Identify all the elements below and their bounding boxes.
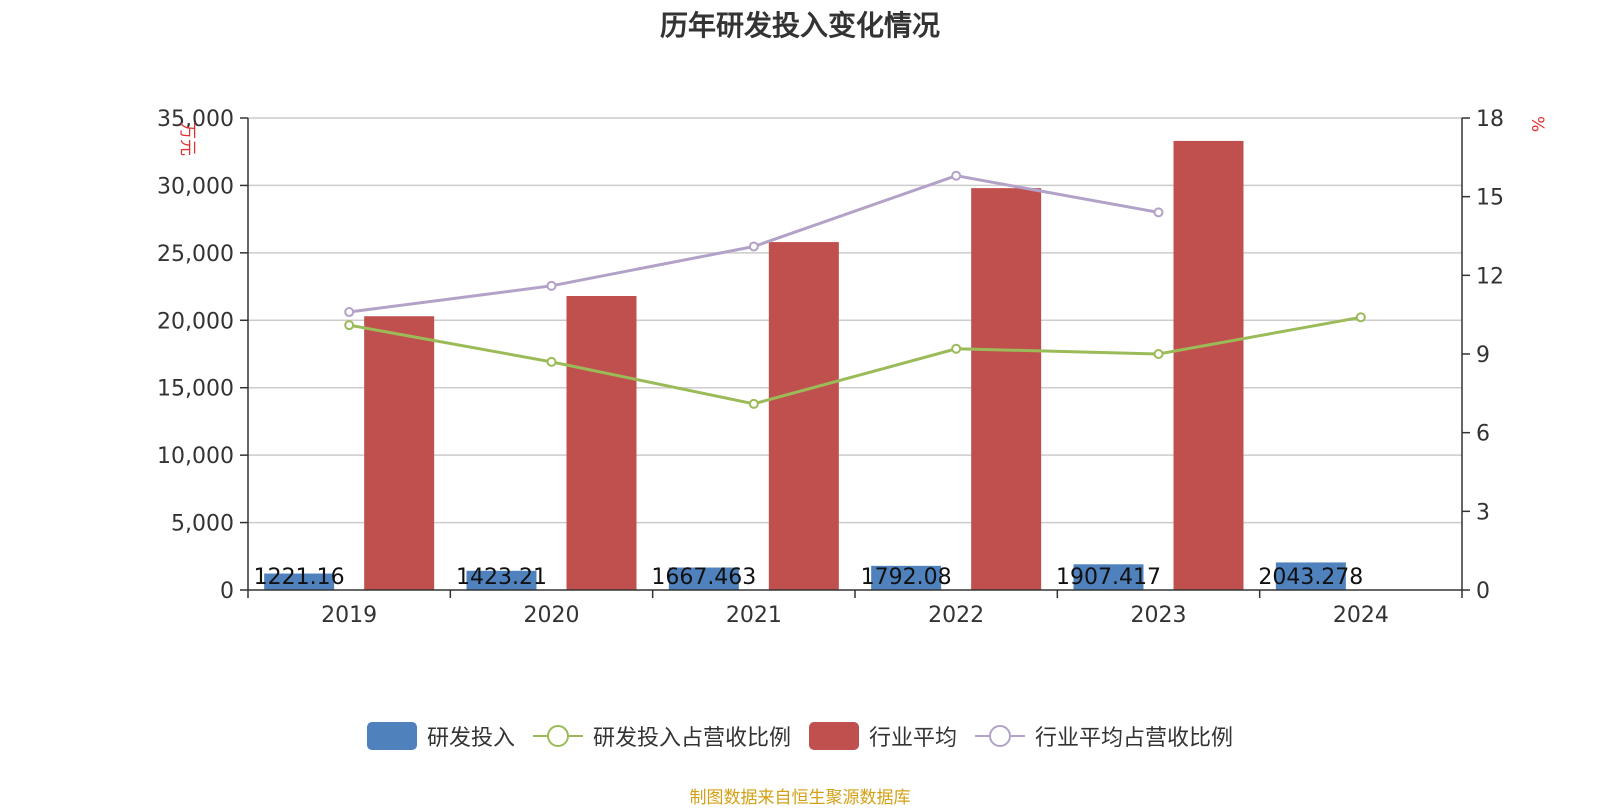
line-point: [1153, 207, 1164, 218]
bar-rd: [466, 570, 537, 590]
y-right-tick-label: 12: [1476, 264, 1504, 289]
bar-rd: [668, 567, 739, 590]
line-point: [344, 320, 355, 331]
line-point: [344, 307, 355, 318]
legend-item[interactable]: 研发投入占营收比例: [532, 720, 791, 752]
line-point: [748, 241, 759, 252]
bar-data-label: 1667.463: [651, 565, 756, 590]
y-left-tick-label: 25,000: [157, 242, 234, 267]
bar-rd: [1073, 564, 1144, 590]
y-left-tick-label: 20,000: [157, 309, 234, 334]
bars: [264, 140, 1346, 590]
bar-data-label: 1221.16: [254, 565, 345, 590]
y-right-tick-label: 18: [1476, 107, 1504, 132]
x-tick-label: 2021: [726, 603, 782, 628]
bar-industry: [971, 188, 1042, 590]
legend-label: 行业平均: [869, 726, 958, 751]
bar-industry: [1173, 140, 1244, 590]
bar-data-label: 1907.417: [1056, 565, 1161, 590]
x-tick-label: 2024: [1333, 603, 1389, 628]
data-labels: 1221.16 1423.21 1667.463 1792.08 1907.417 204…: [254, 565, 1364, 590]
legend-label: 行业平均占营收比例: [1035, 726, 1234, 751]
x-tick-label: 2020: [524, 603, 580, 628]
y-left-tick-label: 5,000: [171, 512, 234, 537]
line-point: [1153, 349, 1164, 359]
y-right-axis-label: %: [1527, 116, 1547, 132]
line-point: [546, 356, 557, 367]
legend-swatch: [532, 725, 583, 747]
chart-title: 历年研发投入变化情况: [659, 9, 940, 42]
y-left-axis-label: 万元: [177, 122, 197, 156]
line-point: [951, 170, 962, 181]
y-left-tick-label: 10,000: [157, 444, 234, 469]
bar-rd: [1275, 562, 1346, 590]
bar-industry: [768, 242, 839, 590]
y-left-tick-label: 30,000: [157, 174, 234, 199]
source-note: 制图数据来自恒生聚源数据库: [689, 788, 911, 808]
line-point: [951, 343, 962, 354]
legend-swatch: [809, 722, 859, 750]
y-left-tick-label: 35,000: [157, 107, 234, 132]
bar-rd: [871, 565, 942, 590]
x-tick-label: 2019: [321, 603, 377, 628]
legend-item[interactable]: 研发投入: [366, 720, 515, 752]
y-left-tick-label: 0: [220, 579, 234, 604]
line-point: [546, 280, 557, 291]
bar-data-label: 2043.278: [1258, 565, 1363, 590]
y-right-tick-label: 15: [1476, 186, 1504, 211]
legend-label: 研发投入: [426, 726, 515, 751]
line-point: [1355, 312, 1366, 323]
x-tick-label: 2023: [1131, 603, 1187, 628]
y-left-tick-label: 15,000: [157, 377, 234, 402]
legend: 研发投入 研发投入占营收比例 行业平均 行业平均占营收比例: [0, 720, 1600, 752]
legend-swatch: [975, 725, 1026, 747]
legend-item[interactable]: 行业平均占营收比例: [975, 720, 1233, 752]
bar-rd: [264, 573, 335, 590]
y-right-tick-label: 3: [1476, 500, 1490, 525]
legend-item[interactable]: 行业平均: [809, 720, 957, 752]
line-series: [348, 315, 1362, 406]
legend-swatch: [366, 722, 417, 750]
grid-lines: [248, 117, 1462, 524]
lines: [344, 170, 1366, 409]
bar-industry: [364, 316, 435, 590]
x-tick-label: 2022: [928, 603, 984, 628]
line-point: [748, 398, 759, 409]
axes: 0 5,000 10,000 15,000 20,000 25,000 30,000 35,0…: [157, 107, 1547, 628]
bar-data-label: 1423.21: [456, 565, 547, 590]
y-right-tick-label: 9: [1476, 343, 1490, 368]
y-right-tick-label: 0: [1476, 579, 1490, 604]
y-right-tick-label: 6: [1476, 422, 1490, 447]
bar-industry: [566, 296, 637, 590]
bar-data-label: 1792.08: [861, 565, 952, 590]
legend-label: 研发投入占营收比例: [592, 726, 791, 751]
